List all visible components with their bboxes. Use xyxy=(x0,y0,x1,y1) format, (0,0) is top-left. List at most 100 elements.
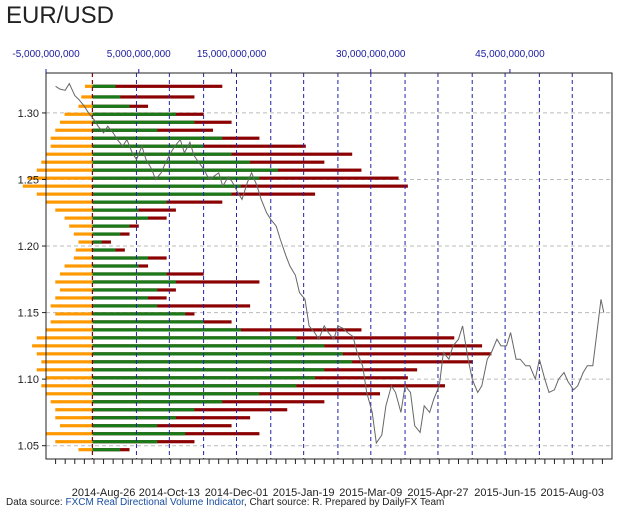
y-tick-label: 1.15 xyxy=(18,308,39,320)
plot-frame xyxy=(45,72,613,460)
volume-bar-short xyxy=(46,432,93,436)
volume-bar-short xyxy=(59,272,93,276)
volume-bar-mid xyxy=(92,112,176,116)
volume-bar-short xyxy=(59,120,93,124)
x-tick-label: 2014-Oct-13 xyxy=(139,487,200,499)
volume-bar-mid xyxy=(92,304,158,308)
volume-bar-mid xyxy=(92,136,223,140)
chart-title: EUR/USD xyxy=(6,2,115,29)
volume-bar-mid xyxy=(92,120,195,124)
volume-bar-mid xyxy=(92,352,343,356)
volume-bar-short xyxy=(50,320,93,324)
volume-bar-mid xyxy=(92,84,116,88)
volume-bar-mid xyxy=(92,232,121,236)
volume-bar-mid xyxy=(92,440,158,444)
volume-bar-short xyxy=(78,240,93,244)
volume-bar-mid xyxy=(92,208,139,212)
volume-bar-mid xyxy=(92,160,251,164)
volume-bar-mid xyxy=(92,272,167,276)
volume-bar-short xyxy=(46,152,93,156)
volume-bar-mid xyxy=(92,240,102,244)
volume-bar-mid xyxy=(92,104,130,108)
volume-bar-short xyxy=(81,95,93,99)
volume-bar-short xyxy=(36,368,93,372)
volume-bar-short xyxy=(41,384,93,388)
volume-bar-mid xyxy=(92,432,186,436)
volume-bar-mid xyxy=(92,400,223,404)
volume-bar-short xyxy=(55,296,93,300)
volume-bar-mid xyxy=(92,168,278,172)
volume-bar-short xyxy=(41,160,93,164)
volume-bar-mid xyxy=(92,152,232,156)
source-prefix: Data source: xyxy=(6,497,66,508)
x-tick-label: 2014-Dec-01 xyxy=(205,487,269,499)
volume-bar-mid xyxy=(92,416,176,420)
price-line xyxy=(55,82,605,445)
volume-bar-mid xyxy=(92,128,158,132)
volume-bar-mid xyxy=(92,344,325,348)
volume-bar-mid xyxy=(92,256,149,260)
volume-bar-mid xyxy=(92,296,149,300)
volume-bar-mid xyxy=(92,176,260,180)
volume-bar-short xyxy=(64,264,93,268)
volume-bar-short xyxy=(59,424,93,428)
volume-bar-short xyxy=(50,400,93,404)
x-tick-label: 2014-Aug-26 xyxy=(72,487,136,499)
volume-bar-mid xyxy=(92,288,158,292)
volume-bar-mid xyxy=(92,448,121,452)
volume-bar-short xyxy=(78,104,93,108)
volume-bar-mid xyxy=(92,320,204,324)
source-suffix: , Chart source: R. Prepared by DailyFX T… xyxy=(243,497,445,508)
volume-bar-mid xyxy=(92,392,260,396)
volume-bar-short xyxy=(50,136,93,140)
volume-bar-short xyxy=(55,408,93,412)
x-tick-label: 2015-Mar-09 xyxy=(339,487,402,499)
volume-bar-short xyxy=(36,352,93,356)
volume-bar-short xyxy=(64,216,93,220)
volume-bar-long xyxy=(92,304,251,308)
volume-bar-short xyxy=(78,448,93,452)
volume-bar-short xyxy=(46,376,93,380)
volume-tick-label: 45,000,000,000 xyxy=(475,49,545,60)
volume-bar-mid xyxy=(92,248,116,252)
volume-bar-short xyxy=(73,256,93,260)
y-tick-label: 1.05 xyxy=(18,441,39,453)
volume-bar-mid xyxy=(92,224,130,228)
volume-bar-mid xyxy=(92,200,167,204)
volume-bar-short xyxy=(55,416,93,420)
volume-bar-mid xyxy=(92,280,176,284)
volume-bar-short xyxy=(55,280,93,284)
volume-tick-label: 5,000,000,000 xyxy=(107,49,171,60)
volume-bar-long xyxy=(92,84,223,88)
volume-bar-short xyxy=(69,224,93,228)
volume-bar-short xyxy=(46,328,93,332)
volume-bar-short xyxy=(36,168,93,172)
x-tick-label: 2015-Jun-15 xyxy=(474,487,536,499)
volume-tick-label: -5,000,000,000 xyxy=(12,49,80,60)
volume-bar-mid xyxy=(92,408,195,412)
volume-bar-mid xyxy=(92,424,158,428)
source-link[interactable]: FXCM Real Directional Volume Indicator xyxy=(65,497,244,508)
y-tick-label: 1.30 xyxy=(18,108,39,120)
volume-bar-short xyxy=(41,360,93,364)
volume-bar-short xyxy=(55,312,93,316)
volume-tick-label: 30,000,000,000 xyxy=(336,49,406,60)
volume-bar-short xyxy=(27,176,93,180)
volume-bar-long xyxy=(92,240,111,244)
volume-bar-short xyxy=(73,232,93,236)
volume-bar-short xyxy=(84,84,93,88)
volume-bar-short xyxy=(22,184,93,188)
volume-bar-long xyxy=(92,424,232,428)
volume-bar-short xyxy=(32,344,93,348)
volume-bar-short xyxy=(75,248,93,252)
volume-bar-mid xyxy=(92,312,186,316)
volume-bar-short xyxy=(55,440,93,444)
volume-bar-mid xyxy=(92,144,204,148)
volume-bar-mid xyxy=(92,360,353,364)
volume-bar-short xyxy=(55,208,93,212)
volume-tick-label: 15,000,000,000 xyxy=(197,49,267,60)
volume-bar-short xyxy=(36,336,93,340)
volume-bar-short xyxy=(50,144,93,148)
volume-bar-long xyxy=(92,95,195,99)
